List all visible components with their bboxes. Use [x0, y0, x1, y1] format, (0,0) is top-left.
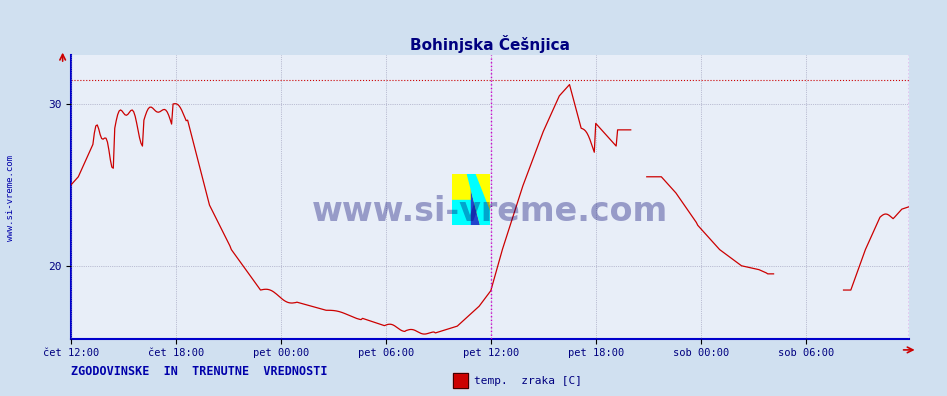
Text: temp.  zraka [C]: temp. zraka [C] — [474, 376, 581, 386]
Text: www.si-vreme.com: www.si-vreme.com — [312, 195, 669, 228]
Text: www.si-vreme.com: www.si-vreme.com — [6, 155, 15, 241]
Text: ZGODOVINSKE  IN  TRENUTNE  VREDNOSTI: ZGODOVINSKE IN TRENUTNE VREDNOSTI — [71, 366, 328, 379]
Title: Bohinjska Češnjica: Bohinjska Češnjica — [410, 35, 570, 53]
